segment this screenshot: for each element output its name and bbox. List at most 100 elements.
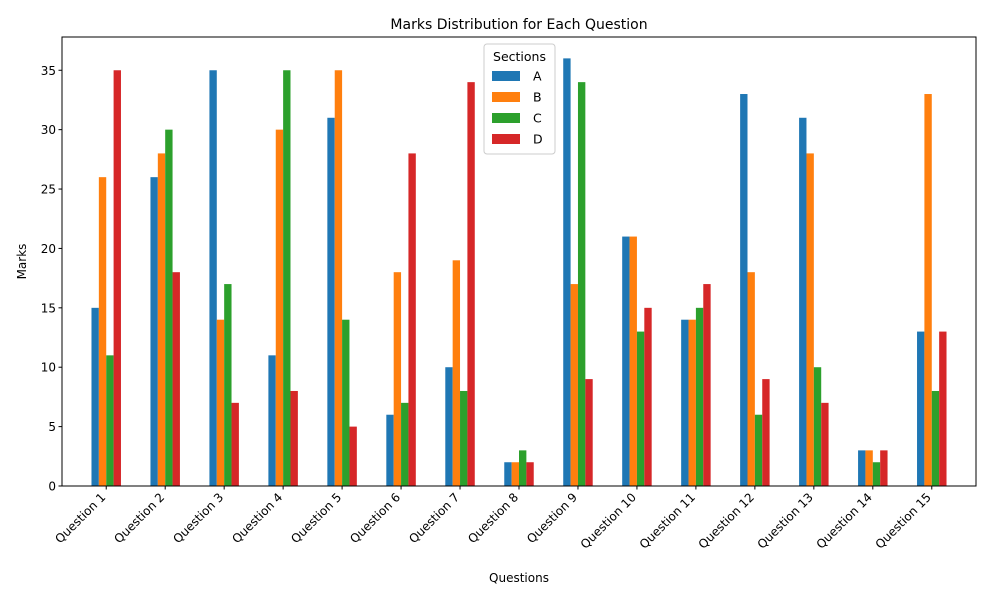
- bar-c-q6: [401, 402, 409, 486]
- x-tick-label: Question 2: [111, 490, 167, 546]
- bar-b-q7: [452, 260, 461, 486]
- bar-b-q14: [865, 450, 873, 486]
- bar-d-q3: [231, 402, 239, 486]
- bar-c-q4: [283, 70, 291, 486]
- bar-c-q1: [106, 355, 114, 486]
- y-tick-label: 5: [48, 420, 56, 434]
- x-tick-label: Question 11: [637, 490, 698, 551]
- y-tick-label: 15: [41, 301, 56, 315]
- plot-frame: [61, 36, 977, 487]
- bar-a-q1: [91, 307, 99, 486]
- chart-title: Marks Distribution for Each Question: [390, 17, 647, 33]
- x-tick-label: Question 12: [696, 490, 757, 551]
- x-tick-label: Question 6: [347, 490, 403, 546]
- legend-label-a: A: [533, 69, 542, 84]
- bar-c-q3: [224, 284, 232, 486]
- bar-b-q12: [747, 272, 755, 486]
- bar-a-q13: [799, 117, 807, 487]
- legend-label-c: C: [533, 111, 542, 126]
- bar-d-q10: [644, 307, 652, 486]
- bar-a-q9: [563, 58, 571, 486]
- bar-a-q7: [445, 367, 453, 486]
- bar-c-q14: [872, 462, 881, 486]
- bar-d-q1: [113, 70, 121, 486]
- bar-d-q14: [880, 450, 888, 486]
- bar-b-q10: [629, 236, 637, 486]
- bar-a-q5: [327, 117, 335, 487]
- bar-a-q12: [740, 94, 748, 487]
- bar-a-q2: [150, 177, 158, 486]
- bar-b-q4: [275, 129, 284, 486]
- x-tick-label: Question 8: [465, 490, 521, 546]
- y-tick-label: 10: [41, 361, 56, 375]
- bar-b-q6: [393, 272, 402, 486]
- bar-b-q9: [570, 284, 578, 486]
- bar-a-q14: [858, 450, 866, 486]
- bar-d-q13: [821, 402, 829, 486]
- bar-b-q11: [688, 319, 696, 486]
- x-tick-label: Question 9: [524, 490, 580, 546]
- x-tick-label: Question 4: [229, 490, 285, 546]
- bar-c-q2: [165, 129, 173, 486]
- bar-c-q15: [931, 390, 940, 486]
- x-tick-label: Question 14: [814, 490, 875, 551]
- bar-c-q5: [342, 319, 350, 486]
- x-tick-label: Question 3: [170, 490, 226, 546]
- y-tick-label: 30: [41, 123, 56, 137]
- bar-b-q13: [806, 153, 814, 486]
- x-axis: Question 1 Question 2 Question 3 Question 4…: [52, 486, 934, 552]
- bar-c-q9: [577, 82, 586, 486]
- bar-b-q8: [511, 462, 519, 486]
- bar-d-q11: [703, 284, 711, 486]
- legend-label-b: B: [533, 90, 542, 105]
- bar-a-q6: [386, 414, 394, 486]
- bar-d-q4: [290, 390, 298, 486]
- x-axis-label: Questions: [489, 571, 549, 585]
- bar-b-q5: [334, 70, 343, 486]
- y-axis: 0 5 10 15 20 25 30 35: [41, 64, 62, 494]
- bar-d-q9: [585, 379, 593, 486]
- y-tick-label: 0: [48, 480, 56, 494]
- bar-c-q13: [813, 367, 822, 486]
- bar-a-q15: [917, 331, 925, 486]
- bar-c-q11: [695, 307, 704, 486]
- bar-b-q15: [924, 94, 932, 487]
- bar-c-q10: [636, 331, 645, 486]
- bar-a-q10: [622, 236, 630, 486]
- bar-d-q15: [939, 331, 947, 486]
- bar-a-q4: [268, 355, 276, 486]
- x-tick-label: Question 15: [873, 490, 934, 551]
- x-tick-label: Question 10: [578, 490, 639, 551]
- legend-swatch-d: [492, 134, 520, 144]
- legend-swatch-b: [492, 92, 520, 102]
- bar-d-q8: [526, 462, 534, 486]
- bar-d-q5: [349, 426, 357, 486]
- x-tick-label: Question 7: [406, 490, 462, 546]
- x-tick-label: Question 1: [52, 490, 108, 546]
- bar-c-q8: [519, 450, 527, 486]
- legend-title: Sections: [493, 49, 546, 64]
- legend-swatch-c: [492, 113, 520, 123]
- bar-d-q2: [172, 272, 180, 486]
- bar-d-q6: [408, 153, 416, 486]
- x-tick-label: Question 5: [288, 490, 344, 546]
- bar-a-q3: [209, 70, 217, 486]
- bar-a-q11: [681, 319, 689, 486]
- bar-a-q8: [504, 462, 512, 486]
- bar-b-q1: [98, 177, 107, 486]
- bar-c-q12: [754, 414, 763, 486]
- bar-d-q12: [762, 379, 770, 486]
- y-tick-label: 20: [41, 242, 56, 256]
- bar-b-q2: [157, 153, 166, 486]
- legend-swatch-a: [492, 71, 520, 81]
- bar-b-q3: [216, 319, 225, 486]
- bar-d-q7: [467, 82, 475, 486]
- bars-group: [91, 58, 947, 487]
- legend-label-d: D: [533, 132, 543, 147]
- y-tick-label: 25: [41, 183, 56, 197]
- y-axis-label: Marks: [15, 244, 29, 280]
- x-tick-label: Question 13: [755, 490, 816, 551]
